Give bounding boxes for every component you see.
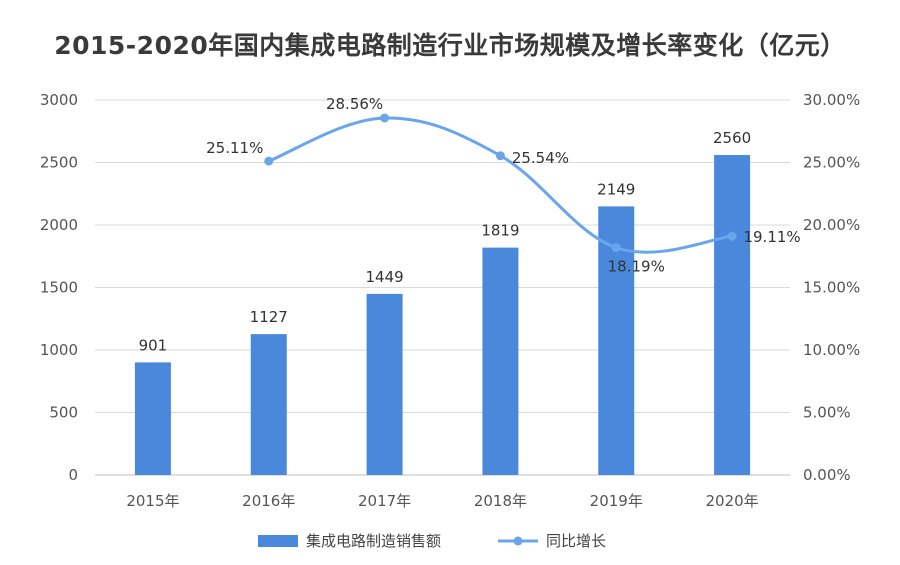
x-tick-label: 2016年 xyxy=(242,492,295,510)
y-right-tick-label: 15.00% xyxy=(803,279,860,297)
y-right-tick-label: 20.00% xyxy=(803,216,860,234)
x-tick-label: 2017年 xyxy=(358,492,411,510)
legend-bar-swatch xyxy=(258,535,298,547)
y-left-tick-label: 1000 xyxy=(40,341,78,359)
x-tick-label: 2020年 xyxy=(705,492,758,510)
growth-value-label: 25.11% xyxy=(206,139,263,157)
growth-point xyxy=(611,243,621,253)
y-right-tick-label: 25.00% xyxy=(803,154,860,172)
y-left-tick-label: 0 xyxy=(68,466,78,484)
growth-point xyxy=(264,156,274,166)
y-left-tick-label: 2000 xyxy=(40,216,78,234)
bar xyxy=(714,155,751,475)
y-left-tick-label: 2500 xyxy=(40,154,78,172)
bar-value-label: 1449 xyxy=(365,268,403,286)
x-tick-label: 2018年 xyxy=(474,492,527,510)
growth-point xyxy=(495,151,505,161)
y-left-tick-label: 3000 xyxy=(40,91,78,109)
bar-value-label: 2149 xyxy=(597,180,635,198)
growth-value-label: 18.19% xyxy=(608,258,665,276)
x-tick-label: 2019年 xyxy=(590,492,643,510)
legend-line-label: 同比增长 xyxy=(546,532,606,550)
chart-title: 2015-2020年国内集成电路制造行业市场规模及增长率变化（亿元） xyxy=(54,31,846,60)
y-right-tick-label: 5.00% xyxy=(803,404,851,422)
bar xyxy=(482,247,519,475)
growth-value-label: 19.11% xyxy=(743,228,800,246)
y-left-tick-label: 1500 xyxy=(40,279,78,297)
growth-point xyxy=(380,113,390,123)
x-tick-label: 2015年 xyxy=(126,492,179,510)
bar-value-label: 901 xyxy=(139,336,168,354)
legend-bar-label: 集成电路制造销售额 xyxy=(306,532,441,550)
bar xyxy=(366,293,403,475)
bar xyxy=(250,334,287,475)
y-right-tick-label: 30.00% xyxy=(803,91,860,109)
growth-value-label: 28.56% xyxy=(326,95,383,113)
bar-value-label: 1819 xyxy=(481,222,519,240)
y-left-tick-label: 500 xyxy=(49,404,78,422)
y-right-tick-label: 0.00% xyxy=(803,466,851,484)
bar-value-label: 2560 xyxy=(713,129,751,147)
growth-value-label: 25.54% xyxy=(512,149,569,167)
bar-value-label: 1127 xyxy=(250,308,288,326)
bar xyxy=(134,362,171,475)
growth-point xyxy=(727,231,737,241)
legend-line-marker xyxy=(513,536,523,546)
y-right-tick-label: 10.00% xyxy=(803,341,860,359)
